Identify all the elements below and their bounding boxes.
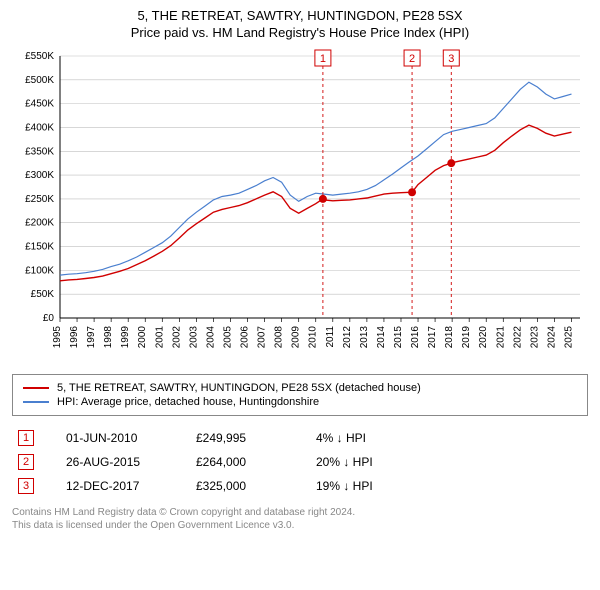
svg-text:2009: 2009 xyxy=(291,326,302,349)
sale-price: £249,995 xyxy=(190,426,310,450)
svg-text:2002: 2002 xyxy=(171,326,182,349)
sale-delta: 19% ↓ HPI xyxy=(310,474,588,498)
sale-date: 12-DEC-2017 xyxy=(60,474,190,498)
sale-date: 01-JUN-2010 xyxy=(60,426,190,450)
title-address: 5, THE RETREAT, SAWTRY, HUNTINGDON, PE28… xyxy=(12,8,588,23)
svg-text:2003: 2003 xyxy=(188,326,199,349)
svg-text:1998: 1998 xyxy=(103,326,114,349)
svg-text:1999: 1999 xyxy=(120,326,131,349)
svg-text:2012: 2012 xyxy=(342,326,353,349)
svg-text:2001: 2001 xyxy=(154,326,165,349)
svg-text:2015: 2015 xyxy=(393,326,404,349)
sale-marker-box: 1 xyxy=(18,430,34,446)
svg-text:£150K: £150K xyxy=(25,242,54,253)
svg-text:2006: 2006 xyxy=(240,326,251,349)
sale-marker-box: 3 xyxy=(18,478,34,494)
svg-text:£450K: £450K xyxy=(25,99,54,110)
svg-text:2019: 2019 xyxy=(461,326,472,349)
svg-text:2007: 2007 xyxy=(257,326,268,349)
svg-text:£500K: £500K xyxy=(25,75,54,86)
svg-text:2: 2 xyxy=(409,53,415,65)
svg-text:2011: 2011 xyxy=(325,326,336,348)
legend-label-hpi: HPI: Average price, detached house, Hunt… xyxy=(57,396,319,408)
svg-text:2024: 2024 xyxy=(546,326,557,349)
sales-row: 2 26-AUG-2015£264,00020% ↓ HPI xyxy=(12,450,588,474)
sale-delta: 20% ↓ HPI xyxy=(310,450,588,474)
svg-text:2004: 2004 xyxy=(205,326,216,349)
line-chart-svg: £0 £50K £100K £150K £200K £250K £300K £350K £400… xyxy=(12,46,588,366)
sale-price: £325,000 xyxy=(190,474,310,498)
svg-text:2008: 2008 xyxy=(274,326,285,349)
svg-text:£250K: £250K xyxy=(25,194,54,205)
svg-text:2023: 2023 xyxy=(529,326,540,349)
title-subtitle: Price paid vs. HM Land Registry's House … xyxy=(12,25,588,40)
svg-text:2017: 2017 xyxy=(427,326,438,349)
svg-text:1997: 1997 xyxy=(86,326,97,349)
svg-text:1996: 1996 xyxy=(69,326,80,349)
sale-marker-box: 2 xyxy=(18,454,34,470)
legend-swatch-property xyxy=(23,387,49,389)
chart-container: 5, THE RETREAT, SAWTRY, HUNTINGDON, PE28… xyxy=(0,0,600,540)
sale-date: 26-AUG-2015 xyxy=(60,450,190,474)
legend-swatch-hpi xyxy=(23,401,49,403)
svg-text:£400K: £400K xyxy=(25,122,54,133)
svg-text:2010: 2010 xyxy=(308,326,319,349)
svg-text:2020: 2020 xyxy=(478,326,489,349)
sale-delta: 4% ↓ HPI xyxy=(310,426,588,450)
sales-table: 1 01-JUN-2010£249,9954% ↓ HPI 2 26-AUG-2015… xyxy=(12,426,588,498)
svg-text:£200K: £200K xyxy=(25,218,54,229)
svg-text:£0: £0 xyxy=(43,313,55,324)
sales-row: 1 01-JUN-2010£249,9954% ↓ HPI xyxy=(12,426,588,450)
footer-line1: Contains HM Land Registry data © Crown c… xyxy=(12,506,588,519)
svg-text:2013: 2013 xyxy=(359,326,370,349)
legend-label-property: 5, THE RETREAT, SAWTRY, HUNTINGDON, PE28… xyxy=(57,382,421,394)
legend-item-property: 5, THE RETREAT, SAWTRY, HUNTINGDON, PE28… xyxy=(23,381,577,395)
svg-text:£300K: £300K xyxy=(25,170,54,181)
svg-text:3: 3 xyxy=(448,53,454,65)
svg-text:2021: 2021 xyxy=(495,326,506,349)
svg-text:1: 1 xyxy=(320,53,326,65)
sales-row: 3 12-DEC-2017£325,00019% ↓ HPI xyxy=(12,474,588,498)
svg-text:2000: 2000 xyxy=(137,326,148,349)
svg-text:2016: 2016 xyxy=(410,326,421,349)
svg-text:£550K: £550K xyxy=(25,51,54,62)
legend: 5, THE RETREAT, SAWTRY, HUNTINGDON, PE28… xyxy=(12,374,588,416)
svg-text:1995: 1995 xyxy=(52,326,63,349)
chart-area: £0 £50K £100K £150K £200K £250K £300K £350K £400… xyxy=(12,46,588,366)
title-block: 5, THE RETREAT, SAWTRY, HUNTINGDON, PE28… xyxy=(12,8,588,40)
footer-attribution: Contains HM Land Registry data © Crown c… xyxy=(12,506,588,532)
svg-text:£100K: £100K xyxy=(25,265,54,276)
sale-price: £264,000 xyxy=(190,450,310,474)
svg-text:2018: 2018 xyxy=(444,326,455,349)
svg-text:2025: 2025 xyxy=(563,326,574,349)
svg-text:2005: 2005 xyxy=(222,326,233,349)
footer-line2: This data is licensed under the Open Gov… xyxy=(12,519,588,532)
svg-text:£50K: £50K xyxy=(31,289,55,300)
svg-text:2022: 2022 xyxy=(512,326,523,349)
legend-item-hpi: HPI: Average price, detached house, Hunt… xyxy=(23,395,577,409)
svg-text:2014: 2014 xyxy=(376,326,387,349)
svg-text:£350K: £350K xyxy=(25,146,54,157)
